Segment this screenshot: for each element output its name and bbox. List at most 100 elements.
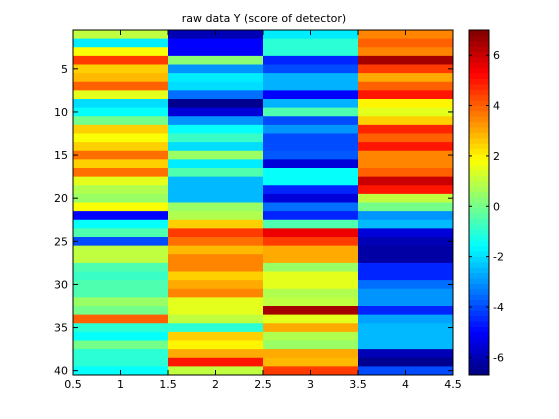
heatmap-cell — [73, 211, 169, 221]
x-tick-label: 4 — [402, 378, 409, 391]
heatmap-cell — [358, 211, 454, 221]
colorbar-swatch — [469, 369, 489, 376]
heatmap-cell — [73, 280, 169, 290]
heatmap-cell — [358, 73, 454, 83]
colorbar-swatch — [469, 110, 489, 117]
heatmap-cell — [168, 237, 264, 247]
heatmap-cell — [168, 142, 264, 152]
heatmap-cell — [168, 159, 264, 169]
heatmap-cell — [73, 193, 169, 203]
colorbar-swatch — [469, 191, 489, 198]
heatmap-cell — [358, 193, 454, 203]
heatmap-cell — [358, 271, 454, 281]
heatmap-cell — [263, 349, 359, 359]
y-tick-label: 30 — [54, 278, 68, 291]
colorbar-frame — [468, 29, 490, 376]
heatmap-cell — [263, 340, 359, 350]
heatmap-cell — [73, 73, 169, 83]
colorbar-tick-label: 6 — [493, 49, 500, 62]
heatmap-cell — [263, 323, 359, 333]
colorbar-swatch — [469, 337, 489, 344]
heatmap-cell — [263, 288, 359, 298]
x-tick-label: 3.5 — [349, 378, 367, 391]
colorbar-swatch — [469, 164, 489, 171]
heatmap-cell — [263, 211, 359, 221]
heatmap-cell — [263, 280, 359, 290]
heatmap-cell — [263, 124, 359, 134]
colorbar-swatch — [469, 170, 489, 177]
heatmap-cell — [73, 228, 169, 238]
heatmap-cell — [263, 47, 359, 57]
colorbar-swatch — [469, 310, 489, 317]
heatmap-cell — [358, 107, 454, 117]
x-axis-ticks: 0.5 1 1.5 2 2.5 3 3.5 4 4.5 — [64, 30, 462, 391]
heatmap-cell — [358, 254, 454, 264]
heatmap-cell — [263, 64, 359, 74]
heatmap-cell — [73, 64, 169, 74]
colorbar-swatch — [469, 315, 489, 322]
heatmap-cell — [263, 357, 359, 367]
heatmap-cell — [358, 168, 454, 178]
colorbar-swatch — [469, 148, 489, 155]
heatmap-cell — [358, 219, 454, 229]
heatmap-cell — [263, 38, 359, 48]
heatmap-cell — [358, 202, 454, 212]
heatmap-cell — [73, 133, 169, 143]
colorbar-swatch — [469, 331, 489, 338]
heatmap-cell — [168, 73, 264, 83]
heatmap-cell — [358, 176, 454, 186]
colorbar-swatch — [469, 326, 489, 333]
heatmap-cell — [358, 340, 454, 350]
colorbar-tick-label: -6 — [493, 351, 504, 364]
colorbar-swatch — [469, 283, 489, 290]
heatmap-cell — [168, 55, 264, 65]
heatmap-cell — [358, 99, 454, 109]
heatmap-cell — [263, 262, 359, 272]
x-tick-label: 1.5 — [159, 378, 177, 391]
colorbar-tick-label: 0 — [493, 200, 500, 213]
heatmap-cell — [263, 193, 359, 203]
colorbar-swatch — [469, 35, 489, 42]
colorbar-gradient — [469, 30, 489, 376]
heatmap-cell — [168, 211, 264, 221]
heatmap-cell — [168, 340, 264, 350]
heatmap-cell — [73, 185, 169, 195]
heatmap-cell — [73, 271, 169, 281]
y-tick-label: 25 — [54, 235, 68, 248]
heatmap-cell — [358, 124, 454, 134]
heatmap-cell — [73, 254, 169, 264]
heatmap-cell — [168, 314, 264, 324]
heatmap-cell — [358, 159, 454, 169]
heatmap-cell — [263, 185, 359, 195]
heatmap-cell — [358, 81, 454, 91]
y-axis-ticks: 5 10 15 20 25 30 35 40 — [54, 63, 453, 378]
colorbar-swatch — [469, 348, 489, 354]
heatmap-cell — [263, 331, 359, 341]
heatmap-cell — [73, 237, 169, 247]
heatmap-cell — [358, 142, 454, 152]
colorbar-swatch — [469, 78, 489, 85]
y-tick-label: 20 — [54, 192, 68, 205]
colorbar-swatch — [469, 207, 489, 214]
colorbar-swatch — [469, 186, 489, 193]
y-tick-label: 10 — [54, 106, 68, 119]
heatmap-cell — [73, 124, 169, 134]
heatmap-cell — [168, 124, 264, 134]
heatmap-cell — [168, 297, 264, 307]
heatmap-cell — [358, 288, 454, 298]
heatmap-cell — [358, 237, 454, 247]
colorbar-swatch — [469, 67, 489, 74]
heatmap-cell — [358, 262, 454, 272]
colorbar-swatch — [469, 137, 489, 144]
colorbar-swatch — [469, 240, 489, 247]
heatmap-cell — [168, 219, 264, 229]
colorbar-swatch — [469, 261, 489, 268]
heatmap-cell — [263, 99, 359, 109]
colorbar-swatch — [469, 358, 489, 365]
colorbar-swatch — [469, 251, 489, 257]
heatmap-cell — [358, 116, 454, 126]
heatmap-cell — [358, 357, 454, 367]
colorbar-swatch — [469, 132, 489, 139]
chart-title: raw data Y (score of detector) — [182, 12, 346, 25]
